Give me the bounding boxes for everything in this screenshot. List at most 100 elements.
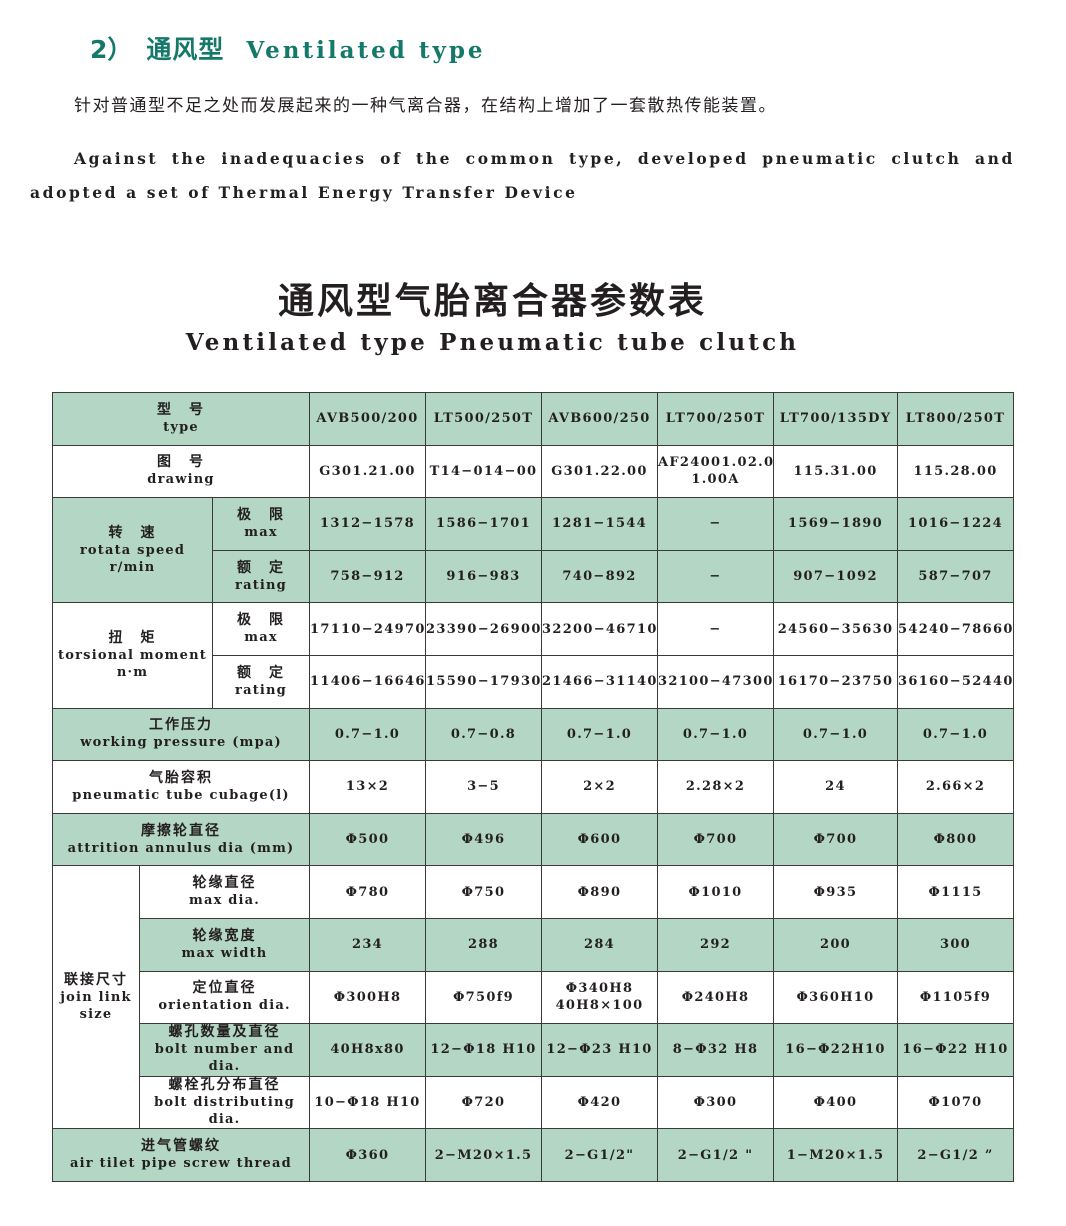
table-cell: Φ240H8 <box>657 970 775 1025</box>
label-en: torsional moment n·m <box>58 647 207 680</box>
table-cell: Φ890 <box>541 865 659 919</box>
table-cell: 587−707 <box>897 549 1015 604</box>
section-number: 2） <box>90 35 133 64</box>
table-cell: 300 <box>897 917 1015 972</box>
table-cell: Φ300H8 <box>309 970 427 1025</box>
table-cell: Φ1010 <box>657 865 775 919</box>
table-cell: LT800/250T <box>897 392 1015 446</box>
table-cell: 12−Φ18 H10 <box>425 1023 543 1077</box>
table-cell: 40H8x80 <box>309 1023 427 1077</box>
table-cell: Φ800 <box>897 812 1015 867</box>
label-zh: 额 定 <box>237 559 285 576</box>
table-cell: 1569−1890 <box>773 497 899 551</box>
table-cell: G301.21.00 <box>309 444 427 499</box>
table-cell: Φ600 <box>541 812 659 867</box>
label-zh: 摩擦轮直径 <box>141 822 221 839</box>
table-cell: 284 <box>541 917 659 972</box>
table-row: 型 号 type AVB500/200 LT500/250T AVB600/250 LT7… <box>51 392 1015 446</box>
table-title-zh: 通风型气胎离合器参数表 <box>277 280 707 322</box>
table-cell: 2−G1/2 " <box>657 1128 775 1182</box>
label-en: air tilet pipe screw thread <box>70 1156 292 1172</box>
label-en: bolt distributing dia. <box>154 1095 295 1128</box>
table-cell: 0.7−1.0 <box>897 707 1015 762</box>
table-cell: 0.7−1.0 <box>541 707 659 762</box>
table-cell: 200 <box>773 917 899 972</box>
table-cell: Φ780 <box>309 865 427 919</box>
table-cell: 13×2 <box>309 760 427 814</box>
label-en: join link size <box>60 989 132 1022</box>
label-zh: 定位直径 <box>192 980 257 997</box>
table-cell: 234 <box>309 917 427 972</box>
table-cell: Φ420 <box>541 1075 659 1130</box>
label-zh: 极 限 <box>237 612 285 629</box>
table-cell: 17110−24970 <box>309 602 427 656</box>
label-en: pneumatic tube cubage(l) <box>72 787 290 803</box>
table-row: 气胎容积 pneumatic tube cubage(l) 13×2 3−5 2×2 2.… <box>51 760 1015 814</box>
row-label: 型 号 type <box>51 392 311 446</box>
section-heading: 2） 通风型 Ventilated type <box>90 30 486 66</box>
table-cell: 15590−17930 <box>425 654 543 709</box>
label-en: attrition annulus dia (mm) <box>67 840 295 856</box>
table-cell: 21466−31140 <box>541 654 659 709</box>
table-cell: Φ500 <box>309 812 427 867</box>
row-label: 极 限 max <box>211 602 311 656</box>
label-en: max width <box>181 945 268 961</box>
table-cell: 12−Φ23 H10 <box>541 1023 659 1077</box>
label-zh: 工作压力 <box>149 717 213 734</box>
table-cell: 10−Φ18 H10 <box>309 1075 427 1130</box>
label-en: max dia. <box>188 893 261 909</box>
table-cell: Φ935 <box>773 865 899 919</box>
table-cell: 24560−35630 <box>773 602 899 656</box>
table-cell: Φ700 <box>773 812 899 867</box>
table-cell: 0.7−0.8 <box>425 707 543 762</box>
table-cell: 1016−1224 <box>897 497 1015 551</box>
table-cell: − <box>657 497 775 551</box>
table-cell: 32200−46710 <box>541 602 659 656</box>
row-label: 额 定 rating <box>211 549 311 604</box>
table-row: 转 速 rotata speed r/min 极 限 max 1312−1578 1586… <box>52 497 1015 604</box>
row-label: 螺栓孔分布直径 bolt distributing dia. <box>138 1075 311 1130</box>
section-title-en: Ventilated type <box>246 37 486 64</box>
table-cell: 115.28.00 <box>897 444 1015 499</box>
table-cell: AVB500/200 <box>309 392 427 446</box>
table-cell: 2.66×2 <box>897 760 1015 814</box>
table-cell: 740−892 <box>541 549 659 604</box>
table-row: 螺孔数量及直径 bolt number and dia. 40H8x80 12−Φ18… <box>53 1023 1015 1077</box>
label-zh: 扭 矩 <box>108 629 157 646</box>
table-cell: 0.7−1.0 <box>657 707 775 762</box>
table-cell: Φ300 <box>657 1075 775 1130</box>
table-cell: Φ750f9 <box>425 970 543 1025</box>
table-row: 轮缘宽度 max width 234 288 284 292 200 300 <box>53 917 1015 972</box>
intro-en: Against the inadequacies of the common t… <box>30 149 1015 202</box>
table-cell: 3−5 <box>425 760 543 814</box>
table-cell: Φ1070 <box>897 1075 1015 1130</box>
label-zh: 轮缘直径 <box>192 875 257 892</box>
table-cell: − <box>657 602 775 656</box>
table-cell: 288 <box>425 917 543 972</box>
table-row: 定位直径 orientation dia. Φ300H8 Φ750f9 Φ340H8 4… <box>53 970 1015 1025</box>
label-zh: 型 号 <box>157 401 205 418</box>
section-title-zh: 通风型 <box>146 35 225 64</box>
table-row: 进气管螺纹 air tilet pipe screw thread Φ360 2−M2… <box>51 1128 1015 1182</box>
label-zh: 图 号 <box>157 454 205 471</box>
row-label: 轮缘直径 max dia. <box>138 865 311 919</box>
label-en: max <box>244 524 278 540</box>
table-cell: 11406−16646 <box>309 654 427 709</box>
row-label: 轮缘宽度 max width <box>138 917 311 972</box>
table-cell: 1281−1544 <box>541 497 659 551</box>
row-label: 摩擦轮直径 attrition annulus dia (mm) <box>51 812 311 867</box>
group-label-join: 联接尺寸 join link size <box>52 865 140 1130</box>
row-label: 螺孔数量及直径 bolt number and dia. <box>138 1023 311 1077</box>
table-cell: 8−Φ32 H8 <box>657 1023 775 1077</box>
label-zh: 极 限 <box>237 506 285 523</box>
table-cell: 2.28×2 <box>657 760 775 814</box>
table-row: 摩擦轮直径 attrition annulus dia (mm) Φ500 Φ496 Φ… <box>51 812 1015 867</box>
table-cell: Φ700 <box>657 812 775 867</box>
label-en: drawing <box>147 472 215 488</box>
label-en: rotata speed r/min <box>79 542 186 575</box>
table-cell: AF24001.02.0 1.00A <box>657 444 775 499</box>
table-cell: Φ340H8 40H8×100 <box>541 970 659 1025</box>
table-cell: 916−983 <box>425 549 543 604</box>
table-cell: LT700/135DY <box>773 392 899 446</box>
label-zh: 螺栓孔分布直径 <box>168 1077 281 1094</box>
